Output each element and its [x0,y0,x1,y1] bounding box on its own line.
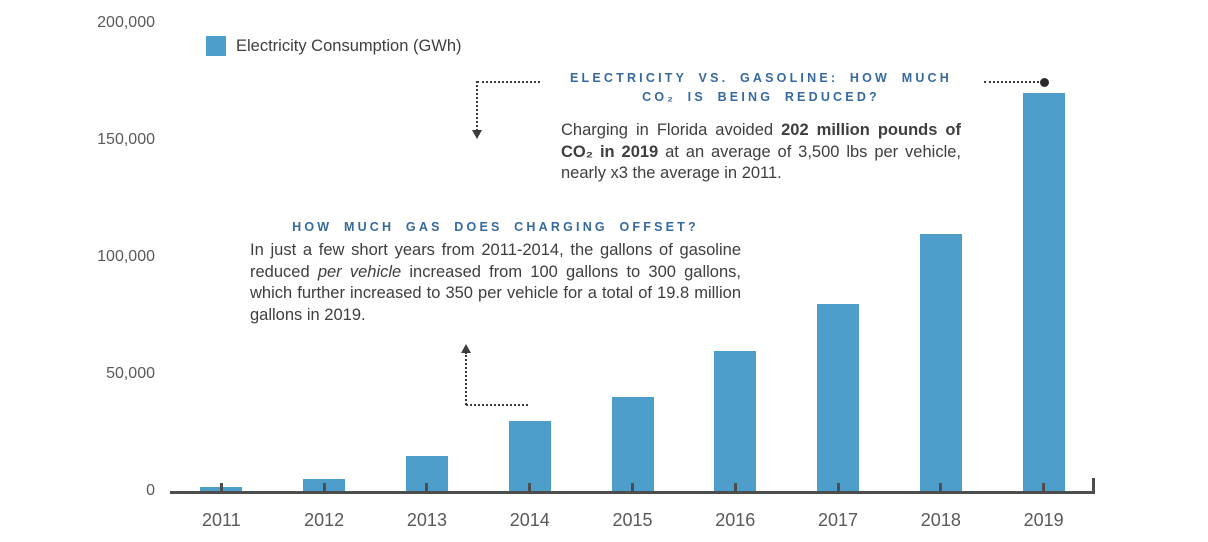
x-axis-tick [322,483,326,491]
annotation-co2-heading: ELECTRICITY VS. GASOLINE: HOW MUCH CO₂ I… [555,69,967,107]
x-axis-tick [528,483,532,491]
x-axis-tick [733,483,737,491]
legend: Electricity Consumption (GWh) [206,36,462,56]
annotation-co2-body-text: at an average of 3,500 lbs per vehicle, … [561,142,961,183]
x-axis-tick [219,483,223,491]
x-axis-label-2017: 2017 [818,510,859,530]
connector-up-horizontal-segment [466,404,528,406]
y-axis-label-200000: 200,000 [97,14,155,31]
legend-label: Electricity Consumption (GWh) [236,36,462,55]
x-axis-line [170,491,1095,494]
x-axis-label-2019: 2019 [1023,510,1064,530]
leader-2019-dotted-line [984,81,1039,83]
x-axis-tick [836,483,840,491]
x-axis-tick [425,483,429,491]
x-axis-label-2014: 2014 [509,510,550,530]
annotation-co2-body: Charging in Florida avoided 202 million … [555,120,967,185]
annotation-gas-offset-heading: HOW MUCH GAS DOES CHARGING OFFSET? [292,220,699,234]
legend-color-swatch [206,36,226,56]
x-axis-tick [1042,483,1046,491]
annotation-co2: ELECTRICITY VS. GASOLINE: HOW MUCH CO₂ I… [555,69,967,185]
annotation-gas-body-text: increased from 100 gallons to 300 gallon… [250,262,741,324]
connector-down-horizontal-segment [477,81,540,83]
x-axis-label-2011: 2011 [202,510,241,530]
connector-down-arrowhead-icon [472,130,482,139]
x-axis-label-2013: 2013 [406,510,447,530]
x-axis-label-2015: 2015 [612,510,653,530]
annotation-gas-body-text: In just a few short years from 2011-2014… [250,241,741,281]
x-axis-label-2018: 2018 [920,510,961,530]
leader-2019-bullet-icon [1040,78,1049,87]
plot-area [170,23,1095,491]
annotation-gas-offset-body: In just a few short years from 2011-2014… [250,240,741,326]
x-axis-end-tick [1092,478,1095,492]
y-axis-label-100000: 100,000 [97,248,155,265]
bar-2014 [508,421,551,491]
annotation-gas-offset: HOW MUCH GAS DOES CHARGING OFFSET? In ju… [250,218,741,326]
connector-up-arrowhead-icon [461,344,471,353]
connector-up-vertical-segment [465,352,467,405]
x-axis-tick [939,483,943,491]
annotation-co2-body-text: Charging in Florida avoided [561,121,782,139]
y-axis-label-150000: 150,000 [97,131,155,148]
bar-2019 [1022,93,1065,491]
x-axis-label-2012: 2012 [304,510,345,530]
y-axis-label-0: 0 [146,482,155,499]
annotation-gas-body-italic: per vehicle [317,262,402,281]
x-axis-tick [631,483,634,491]
bar-2017 [817,304,860,491]
bar-2016 [714,351,757,491]
annotation-co2-heading-line2: CO₂ IS BEING REDUCED? [642,90,880,104]
connector-down-vertical-segment [476,81,478,131]
annotation-co2-body-bold: 202 million pounds of CO₂ in 2019 [561,121,962,161]
y-axis-label-50000: 50,000 [106,365,155,382]
x-axis-label-2016: 2016 [715,510,756,530]
annotation-co2-heading-line1: ELECTRICITY VS. GASOLINE: HOW MUCH [569,71,953,85]
bar-2015 [611,397,654,491]
bar-2018 [919,234,962,491]
